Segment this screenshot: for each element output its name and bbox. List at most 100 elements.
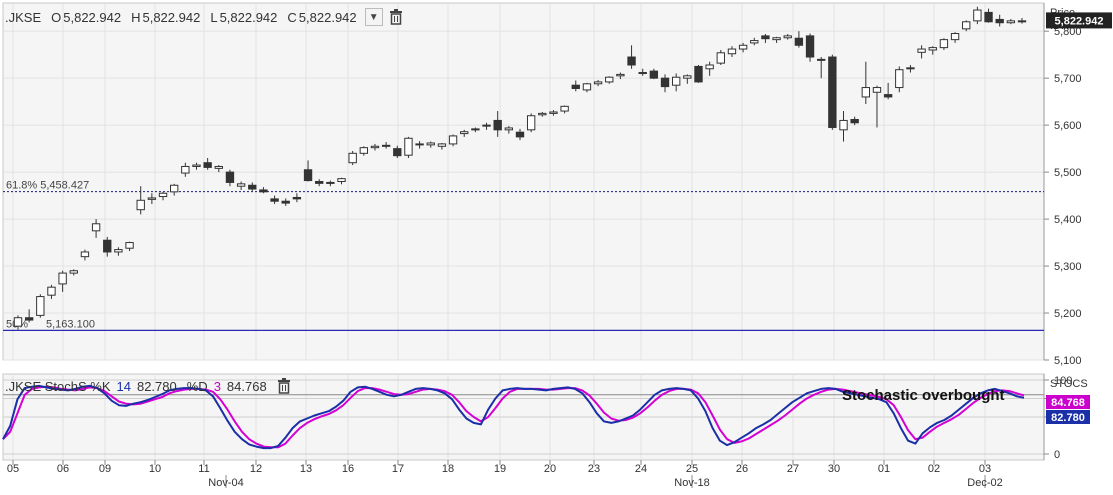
stoch-tick-label: 0 — [1054, 449, 1060, 461]
candle — [660, 74, 670, 93]
stoch-d-badge-text: 84.768 — [1051, 397, 1085, 409]
candle — [203, 158, 212, 170]
x-day-label: 10 — [149, 463, 161, 475]
x-day-label: 19 — [494, 463, 506, 475]
x-day-label: 17 — [392, 463, 404, 475]
stoch-d-line — [2, 385, 1025, 449]
candle — [460, 129, 469, 137]
candle — [36, 294, 45, 318]
candle-body — [136, 199, 145, 211]
candle-body — [404, 137, 413, 156]
candle — [683, 74, 692, 84]
candle — [80, 249, 90, 261]
candle — [404, 136, 413, 159]
candle — [995, 14, 1004, 27]
candle — [504, 126, 514, 134]
candle-body — [114, 249, 123, 253]
candle — [716, 49, 725, 66]
high-value: 5,822.942 — [142, 9, 201, 25]
candle-body — [950, 33, 960, 41]
candle-body — [236, 183, 246, 187]
x-day-label: 25 — [686, 463, 698, 475]
candle — [91, 219, 101, 238]
stoch-k-line — [2, 384, 1025, 450]
candle — [761, 34, 770, 43]
candle — [750, 37, 759, 46]
candle-body — [24, 317, 34, 321]
candle — [1006, 18, 1016, 25]
candle — [861, 61, 871, 104]
x-axis: 05 06 09 10 11 12 13 16 17 18 19 20 23 24 25 26 27 30 01 02… — [7, 460, 1003, 489]
candle — [24, 309, 34, 323]
candle — [448, 134, 458, 147]
candle — [772, 36, 781, 43]
candle-body — [437, 143, 447, 147]
x-day-label: 12 — [250, 463, 262, 475]
candle-body — [850, 118, 859, 124]
candle-body — [515, 131, 525, 138]
candle-body — [526, 115, 536, 131]
stoch-d-badge-bg — [1046, 395, 1090, 409]
price-tick-label: 5,500 — [1054, 167, 1082, 179]
candle-body — [91, 223, 101, 232]
last-price-badge-bg — [1046, 12, 1112, 29]
candle — [1017, 18, 1027, 24]
candle-body — [337, 178, 346, 183]
candle — [571, 80, 580, 92]
candle-body — [326, 181, 335, 184]
price-tick-label: 5,200 — [1054, 308, 1082, 320]
candle-body — [181, 165, 190, 174]
stoch-axis-title: STOCS — [1050, 378, 1088, 390]
candle-body — [705, 64, 714, 70]
candle — [370, 143, 380, 151]
candle-body — [482, 124, 491, 127]
chevron-down-icon[interactable]: ▼ — [364, 8, 383, 26]
stoch-header: .JKSE StochS %K 14 82.780 %D 3 84.768 — [5, 378, 293, 394]
candle — [125, 241, 134, 252]
candle-body — [549, 111, 558, 114]
trash-icon[interactable] — [277, 378, 291, 394]
candle — [47, 284, 56, 299]
candle — [939, 38, 949, 50]
candle-body — [605, 76, 614, 83]
candle — [181, 162, 190, 177]
candle-body — [805, 35, 815, 58]
candle — [917, 45, 926, 59]
d-label: %D — [186, 378, 208, 394]
candle — [984, 8, 993, 23]
price-panel: 5,100 5,200 5,300 5,400 5,500 5,600 5,700 5,800… — [2, 2, 1112, 367]
candle — [270, 195, 279, 205]
candle-body — [203, 162, 212, 168]
candle-body — [259, 189, 268, 193]
candle-body — [47, 286, 56, 296]
candle — [962, 20, 971, 32]
candle-body — [370, 145, 380, 149]
candle — [281, 198, 290, 206]
candle-body — [125, 242, 134, 249]
candle-body — [58, 272, 67, 285]
candle-body — [660, 77, 670, 88]
candle — [839, 111, 848, 142]
candle — [783, 34, 792, 40]
low-value: 5,822.942 — [219, 9, 278, 25]
candle-body — [738, 44, 748, 50]
candle — [303, 160, 313, 182]
candle-body — [883, 94, 893, 98]
candle-body — [716, 52, 725, 64]
candle-body — [281, 200, 290, 204]
candle-body — [962, 21, 971, 30]
candle — [872, 85, 882, 128]
stoch-d-badge: 84.768 — [1046, 395, 1090, 409]
open-label: O — [51, 9, 62, 25]
candle-body — [593, 81, 603, 85]
candle-body — [727, 48, 737, 55]
stoch-name: .JKSE StochS %K — [5, 378, 111, 394]
candle-body — [973, 9, 982, 22]
candle — [292, 193, 302, 203]
x-day-label: 24 — [635, 463, 647, 475]
trash-icon[interactable] — [389, 9, 403, 25]
candle-body — [248, 184, 257, 190]
x-day-label: 02 — [928, 463, 940, 475]
candle — [928, 46, 937, 55]
